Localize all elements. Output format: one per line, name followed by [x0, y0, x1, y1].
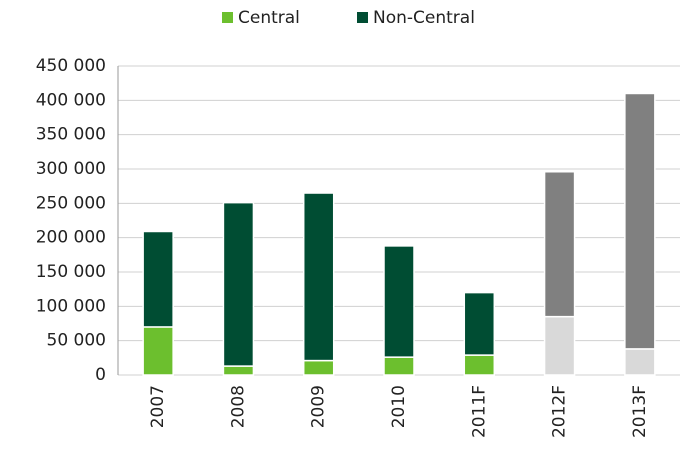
x-tick-label: 2007	[148, 385, 168, 428]
y-tick-label: 100 000	[36, 296, 106, 316]
legend-label: Non-Central	[373, 8, 475, 28]
bar-segment	[222, 201, 255, 367]
legend-swatch	[357, 12, 368, 23]
y-tick-label: 300 000	[36, 159, 106, 179]
x-tick-label: 2012F	[550, 385, 570, 438]
x-tick-label: 2009	[309, 385, 329, 428]
legend-swatch	[222, 12, 233, 23]
x-tick-label: 2008	[228, 385, 248, 428]
x-tick-label: 2013F	[630, 385, 650, 438]
y-tick-label: 450 000	[36, 56, 106, 76]
bar-segment	[463, 291, 496, 356]
bar-segment	[463, 354, 496, 376]
y-tick-label: 200 000	[36, 228, 106, 248]
bar-segment	[222, 365, 255, 376]
y-tick-label: 0	[95, 365, 106, 385]
bar-segment	[543, 315, 576, 376]
bar-segment	[302, 192, 335, 362]
y-tick-label: 50 000	[47, 331, 106, 351]
bar-segment	[142, 326, 174, 376]
bar-segment	[142, 230, 174, 328]
bar-segment	[383, 356, 415, 376]
bar-segment	[624, 348, 656, 376]
bar-segment	[543, 170, 576, 318]
y-tick-label: 400 000	[36, 90, 106, 110]
y-tick-label: 150 000	[36, 262, 106, 282]
bar-segment	[624, 92, 656, 350]
y-tick-label: 250 000	[36, 193, 106, 213]
x-tick-label: 2010	[389, 385, 409, 428]
x-tick-label: 2011F	[469, 385, 489, 438]
y-tick-label: 350 000	[36, 125, 106, 145]
bar-segment	[302, 359, 335, 376]
bar-segment	[383, 245, 415, 358]
legend-label: Central	[238, 8, 300, 28]
